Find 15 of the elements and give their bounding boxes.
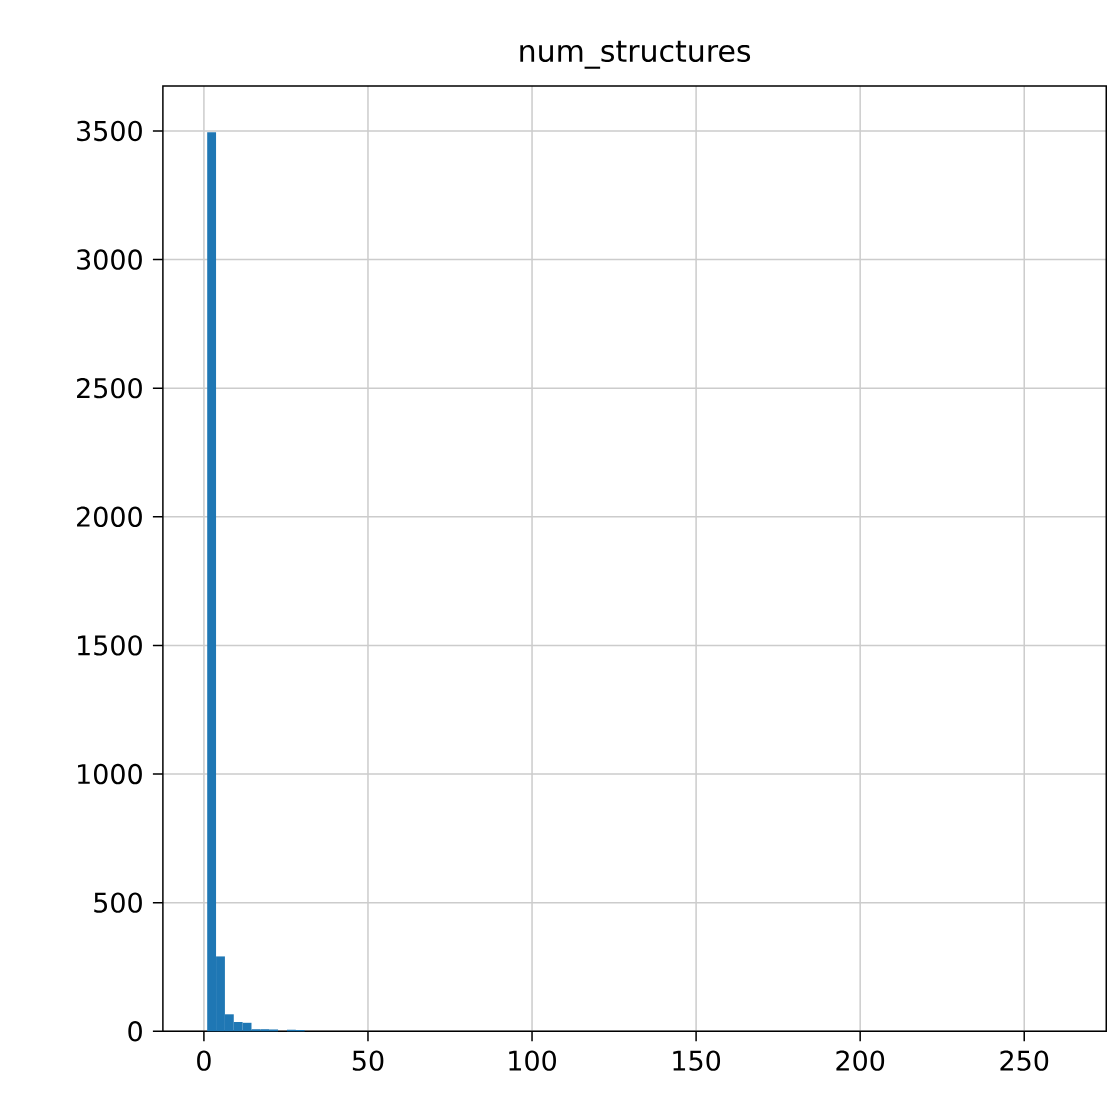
x-tick-label: 250 bbox=[1000, 1050, 1049, 1071]
x-tick-label: 150 bbox=[673, 1050, 721, 1071]
x-tick-label: 0 bbox=[197, 1050, 211, 1071]
y-tick-label: 2500 bbox=[77, 377, 142, 399]
x-tick-label: 50 bbox=[352, 1050, 384, 1071]
x-tick-label: 100 bbox=[509, 1050, 556, 1071]
y-tick-label: 3000 bbox=[77, 249, 142, 270]
y-tick-label: 3500 bbox=[77, 120, 142, 142]
y-tick-label: 1000 bbox=[78, 763, 142, 785]
y-tick-label: 500 bbox=[94, 892, 142, 913]
y-tick-label: 2000 bbox=[77, 506, 142, 527]
chart-title: num_structures bbox=[520, 40, 751, 69]
x-tick-label: 200 bbox=[836, 1050, 885, 1071]
y-tick-label: 0 bbox=[128, 1020, 142, 1042]
y-tick-label: 1500 bbox=[78, 635, 142, 656]
